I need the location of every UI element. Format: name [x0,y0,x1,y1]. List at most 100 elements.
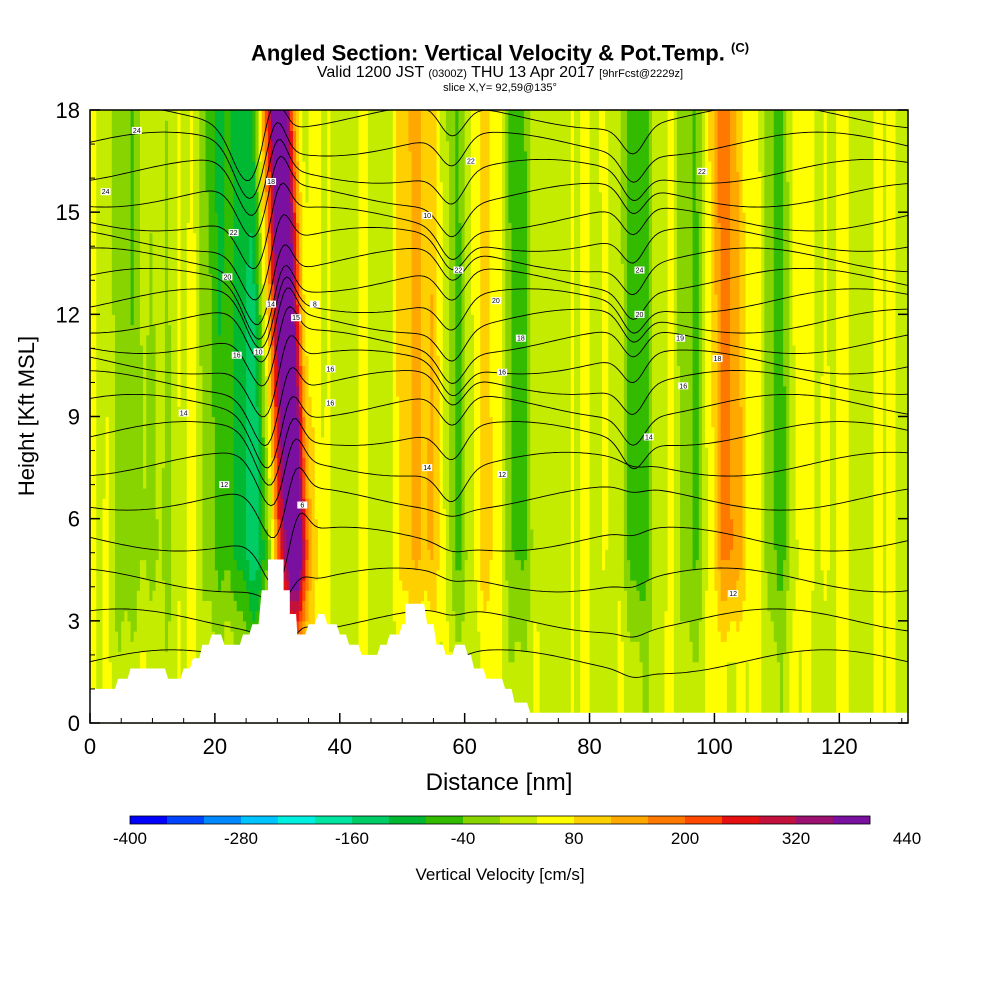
velocity-cell [205,253,210,264]
velocity-cell [90,396,94,407]
velocity-cell [193,201,197,213]
velocity-cell [171,396,175,407]
velocity-cell [186,222,191,234]
velocity-cell [139,651,144,663]
velocity-cell [177,222,182,234]
velocity-cell [193,140,197,152]
velocity-cell [96,293,100,305]
velocity-cell [218,579,222,591]
velocity-cell [189,467,194,479]
velocity-cell [211,385,216,397]
velocity-cell [139,344,144,356]
velocity-cell [124,232,129,244]
velocity-cell [102,222,107,234]
velocity-cell [186,518,191,530]
velocity-cell [121,324,125,336]
velocity-cell [121,569,125,581]
velocity-cell [208,355,213,367]
velocity-cell [227,457,232,469]
velocity-cell [224,293,228,305]
velocity-cell [149,518,154,530]
velocity-cell [171,110,175,121]
velocity-cell [96,161,100,172]
velocity-cell [183,620,188,632]
velocity-cell [118,355,122,367]
velocity-cell [111,661,116,673]
velocity-cell [130,365,135,377]
velocity-cell [105,661,110,673]
velocity-cell [205,201,210,213]
velocity-cell [152,477,157,489]
velocity-cell [183,222,188,234]
velocity-cell [93,569,97,581]
velocity-cell [183,324,188,336]
velocity-cell [168,273,172,285]
velocity-cell [164,631,169,642]
velocity-cell [111,191,116,203]
velocity-cell [143,324,147,336]
velocity-cell [202,130,207,142]
velocity-cell [133,212,138,223]
velocity-cell [224,232,228,244]
velocity-cell [124,651,129,663]
velocity-cell [177,334,182,346]
velocity-cell [168,110,172,121]
velocity-cell [152,273,157,285]
velocity-cell [171,436,175,448]
velocity-cell [202,171,207,183]
velocity-cell [205,406,210,418]
velocity-cell [152,416,157,428]
velocity-cell [118,498,122,510]
velocity-cell [143,304,147,315]
title-unit: (C) [731,40,750,55]
velocity-cell [90,590,94,601]
velocity-cell [208,385,213,397]
velocity-cell [90,222,94,234]
velocity-cell [121,488,125,499]
velocity-cell [214,304,219,315]
velocity-cell [202,559,207,571]
velocity-cell [130,201,135,213]
velocity-cell [180,528,185,540]
velocity-cell [183,610,188,622]
velocity-cell [199,242,203,254]
velocity-cell [96,324,100,336]
velocity-cell [118,283,122,295]
velocity-cell [118,406,122,418]
velocity-cell [171,150,175,162]
velocity-cell [174,263,179,275]
velocity-cell [202,600,207,612]
velocity-cell [108,324,113,336]
velocity-cell [205,140,210,152]
velocity-cell [174,171,179,183]
velocity-cell [143,641,147,653]
velocity-cell [233,579,238,591]
velocity-cell [133,140,138,152]
velocity-cell [118,590,122,601]
velocity-cell [114,477,119,489]
velocity-cell [152,631,157,642]
velocity-cell [93,549,97,561]
velocity-cell [158,447,163,458]
velocity-cell [96,457,100,469]
velocity-cell [186,375,191,387]
velocity-cell [208,171,213,183]
velocity-cell [111,263,116,275]
velocity-cell [158,181,163,193]
velocity-cell [199,641,203,653]
velocity-cell [168,620,172,632]
velocity-cell [208,304,213,315]
velocity-cell [105,314,110,326]
velocity-cell [127,651,132,663]
velocity-cell [227,283,232,295]
velocity-cell [189,110,194,121]
velocity-cell [143,181,147,193]
velocity-cell [108,620,113,632]
velocity-cell [211,181,216,193]
velocity-cell [174,477,179,489]
velocity-cell [199,314,203,326]
velocity-cell [230,477,235,489]
velocity-cell [111,488,116,499]
velocity-cell [164,201,169,213]
velocity-cell [199,518,203,530]
